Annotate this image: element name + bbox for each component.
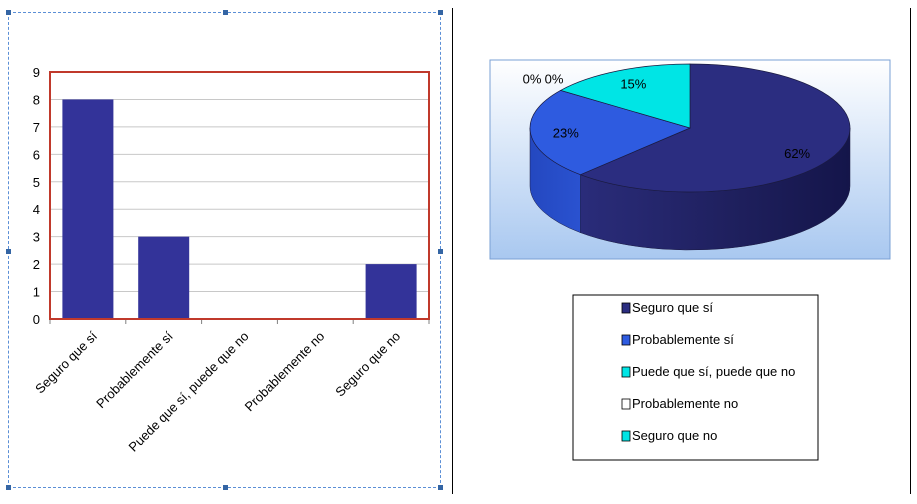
pie-slices <box>529 63 851 193</box>
bar-y-tick-label: 8 <box>33 92 40 107</box>
pie-legend-swatch <box>621 334 631 346</box>
pie-data-label: 0% <box>545 72 564 87</box>
pie-data-labels: 62% 23% 0% 0% 15% <box>523 72 811 161</box>
resize-handle-top-left[interactable] <box>6 10 11 15</box>
pie-slice <box>579 63 851 193</box>
resize-handle-bottom-right[interactable] <box>438 485 443 490</box>
pie-legend-label: Probablemente no <box>632 396 738 411</box>
pie-legend-swatch <box>621 398 631 410</box>
bar <box>365 264 417 319</box>
bar <box>62 99 114 319</box>
bar-y-axis: 0 1 2 3 4 5 6 7 8 9 <box>33 65 40 327</box>
bar-y-tick-label: 7 <box>33 120 40 135</box>
pie-data-label: 23% <box>553 126 579 141</box>
resize-handle-top-right[interactable] <box>438 10 443 15</box>
bar-series <box>62 99 417 319</box>
pie-legend-swatch <box>621 430 631 442</box>
pie-data-label: 62% <box>784 146 810 161</box>
pie-legend-swatch <box>621 302 631 314</box>
pie-chart-frame <box>452 8 911 494</box>
pie-legend-label: Seguro que sí <box>632 300 713 315</box>
pie-legend: Seguro que sí Probablemente sí Puede que s… <box>621 300 795 443</box>
bar-y-tick-label: 4 <box>33 202 40 217</box>
pie-slice <box>559 63 691 129</box>
bar-y-tick-label: 5 <box>33 175 40 190</box>
resize-handle-bottom-center[interactable] <box>223 485 228 490</box>
pie-legend-label: Puede que sí, puede que no <box>632 364 795 379</box>
bar-y-tick-label: 2 <box>33 257 40 272</box>
bar-y-tick-label: 6 <box>33 147 40 162</box>
bar-y-tick-label: 3 <box>33 230 40 245</box>
resize-handle-top-center[interactable] <box>223 10 228 15</box>
pie-legend-label: Seguro que no <box>632 428 717 443</box>
resize-handle-middle-right[interactable] <box>438 249 443 254</box>
pie-data-label: 15% <box>620 77 646 92</box>
bar-y-tick-label: 0 <box>33 312 40 327</box>
pie-legend-label: Probablemente sí <box>632 332 734 347</box>
pie-legend-box <box>572 294 819 461</box>
bar <box>138 236 190 319</box>
resize-handle-middle-left[interactable] <box>6 249 11 254</box>
bar-y-tick-label: 1 <box>33 285 40 300</box>
bar-plot-border <box>49 71 430 320</box>
pie-data-label: 0% <box>523 72 542 87</box>
pie-slice <box>529 90 692 176</box>
bar-y-tick-label: 9 <box>33 65 40 80</box>
bar-chart-frame[interactable] <box>6 10 443 490</box>
pie-legend-swatch <box>621 366 631 378</box>
resize-handle-bottom-left[interactable] <box>6 485 11 490</box>
